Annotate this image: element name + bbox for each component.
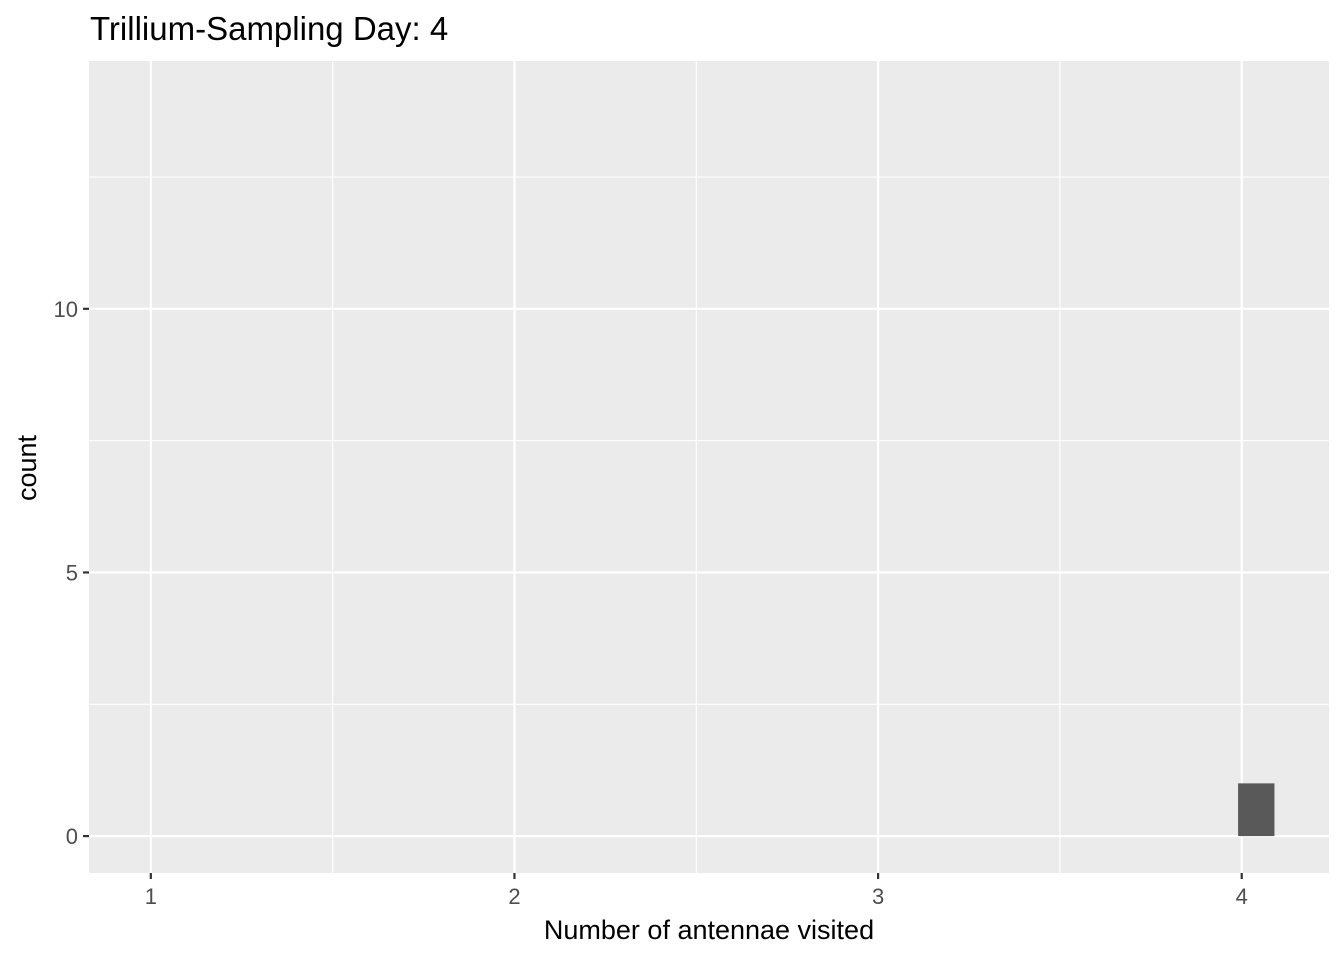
y-tick-label: 5 xyxy=(66,560,78,585)
bars xyxy=(1238,783,1275,837)
plot-panel xyxy=(89,61,1329,873)
x-tick-label: 1 xyxy=(145,884,157,909)
minor-gridlines xyxy=(89,61,1329,873)
histogram-bar xyxy=(1238,783,1275,837)
y-axis-title: count xyxy=(12,434,42,501)
x-tick-label: 3 xyxy=(872,884,884,909)
chart-title: Trillium-Sampling Day: 4 xyxy=(90,10,448,47)
major-gridlines xyxy=(89,61,1329,873)
y-axis: 0 5 10 xyxy=(54,297,89,849)
x-axis-title: Number of antennae visited xyxy=(544,915,874,945)
y-tick-label: 10 xyxy=(54,297,78,322)
y-tick-label: 0 xyxy=(66,824,78,849)
x-tick-label: 2 xyxy=(508,884,520,909)
x-tick-label: 4 xyxy=(1236,884,1248,909)
x-axis: 1 2 3 4 xyxy=(145,873,1248,909)
